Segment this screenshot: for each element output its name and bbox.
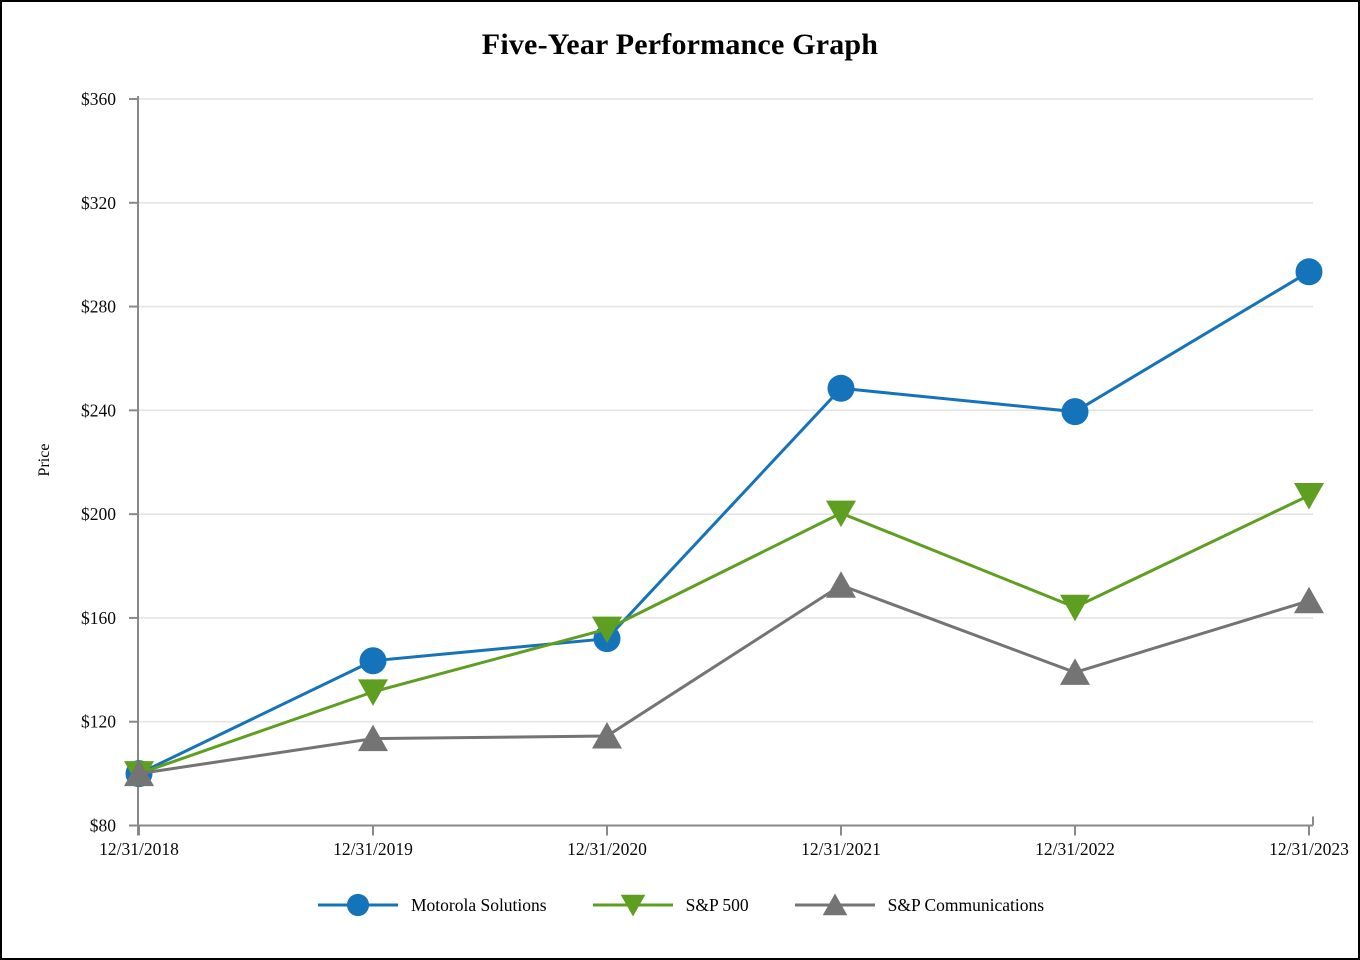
chart-legend: Motorola Solutions S&P 500 S&P Communicati…	[2, 890, 1358, 920]
x-tick-label: 12/31/2018	[99, 839, 179, 859]
series-line-s-p-communications	[138, 583, 1310, 776]
y-axis-title: Price	[36, 444, 53, 477]
series-marker-s-p-communications	[826, 571, 856, 598]
series-marker-s-p-communications	[1294, 586, 1324, 614]
legend-marker-s-p-500	[620, 894, 645, 917]
triangle-up-legend-icon	[794, 893, 875, 916]
legend-item-s-p-communications: S&P Communications	[793, 890, 1044, 920]
series-s-p-500	[124, 482, 1324, 788]
series-marker-s-p-communications	[124, 759, 154, 787]
y-tick-label: $360	[81, 89, 116, 109]
legend-label: S&P Communications	[887, 894, 1045, 915]
x-tick-label: 12/31/2020	[567, 839, 647, 859]
series-s-p-communications	[124, 571, 1324, 787]
legend-label: S&P 500	[685, 894, 749, 915]
series-marker-motorola-solutions	[359, 647, 387, 675]
x-tick-label: 12/31/2022	[1035, 839, 1115, 859]
x-axis-ticks	[138, 825, 1310, 836]
series-marker-s-p-500	[1294, 482, 1324, 510]
y-axis-ticks	[129, 98, 138, 827]
y-tick-label: $280	[81, 297, 116, 317]
x-axis-labels: 12/31/2018 12/31/2019 12/31/2020 12/31/2021…	[99, 839, 1349, 859]
triangle-down-legend-icon	[592, 894, 673, 917]
legend-marker-motorola-solutions	[346, 893, 370, 917]
series-marker-s-p-500	[358, 679, 388, 706]
chart-title: Five-Year Performance Graph	[481, 28, 879, 61]
y-tick-label: $320	[81, 193, 116, 213]
axes	[137, 96, 1314, 836]
y-tick-label: $200	[81, 504, 116, 524]
data-series	[124, 258, 1324, 788]
y-tick-label: $80	[90, 816, 117, 836]
series-marker-motorola-solutions	[827, 374, 855, 402]
x-tick-label: 12/31/2019	[333, 839, 413, 859]
y-tick-label: $240	[81, 400, 116, 420]
y-tick-label: $120	[81, 712, 116, 732]
series-line-s-p-500	[138, 494, 1310, 776]
series-marker-s-p-communications	[1060, 658, 1090, 685]
series-motorola-solutions	[125, 258, 1323, 788]
y-tick-label: $160	[81, 608, 116, 628]
series-marker-s-p-500	[592, 616, 622, 644]
y-axis-labels: $80 $120 $160 $200 $240 $280 $320 $360	[81, 89, 116, 836]
x-tick-label: 12/31/2023	[1269, 839, 1349, 859]
legend-label: Motorola Solutions	[410, 894, 547, 915]
series-marker-s-p-500	[826, 500, 856, 528]
series-marker-motorola-solutions	[1061, 398, 1089, 426]
series-marker-s-p-500	[1060, 594, 1090, 622]
series-marker-s-p-communications	[358, 724, 388, 752]
series-marker-motorola-solutions	[1295, 258, 1323, 286]
series-line-motorola-solutions	[138, 270, 1310, 775]
gridlines	[138, 98, 1313, 723]
legend-item-motorola-solutions: Motorola Solutions	[316, 890, 547, 920]
x-tick-label: 12/31/2021	[801, 839, 881, 859]
legend-item-s-p-500: S&P 500	[591, 890, 749, 920]
legend-marker-s-p-communications	[822, 893, 847, 916]
series-marker-s-p-communications	[592, 721, 622, 749]
circle-legend-icon	[317, 893, 398, 917]
